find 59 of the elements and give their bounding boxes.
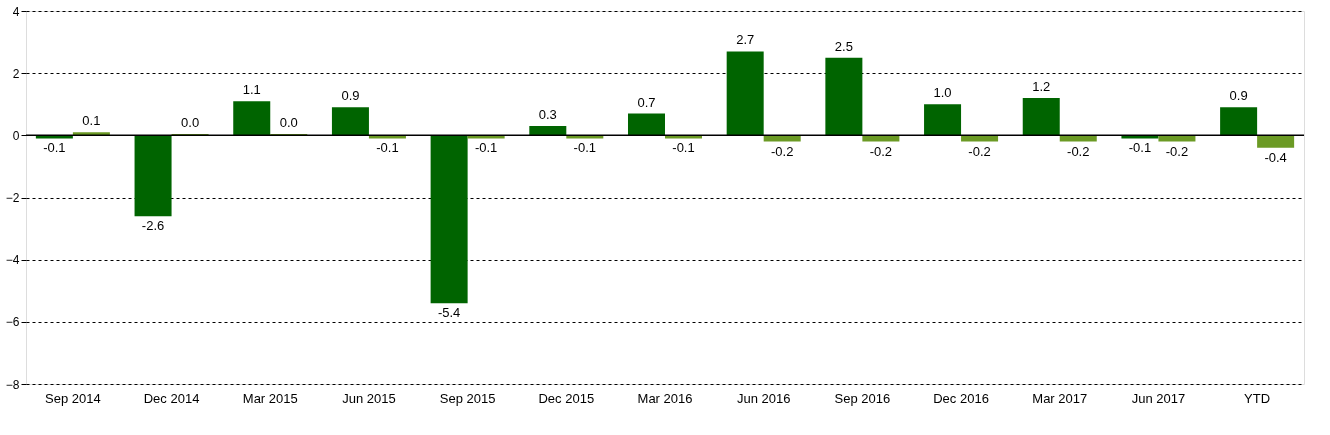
bar bbox=[331, 107, 369, 136]
x-tick-label: Dec 2015 bbox=[538, 390, 595, 406]
bar bbox=[627, 113, 665, 136]
bar bbox=[430, 135, 468, 304]
data-label: -0.1 bbox=[474, 140, 498, 156]
data-label: -0.1 bbox=[672, 140, 695, 156]
y-tick-label: −4 bbox=[5, 253, 20, 268]
x-tick-label: Sep 2015 bbox=[439, 390, 496, 406]
data-label: -0.2 bbox=[770, 143, 794, 159]
y-tick-label: −2 bbox=[5, 191, 20, 205]
x-tick-label: Mar 2015 bbox=[242, 390, 298, 406]
data-label: -0.2 bbox=[1067, 143, 1090, 159]
bar bbox=[72, 132, 110, 136]
bar bbox=[1220, 107, 1258, 136]
x-tick-label: Jun 2017 bbox=[1131, 390, 1186, 406]
data-label: 0.9 bbox=[341, 88, 360, 104]
y-tick-label: 2 bbox=[12, 66, 20, 81]
x-tick-label: Mar 2016 bbox=[637, 390, 693, 406]
bar bbox=[233, 101, 271, 136]
x-tick-label: Jun 2016 bbox=[736, 390, 791, 406]
bar bbox=[134, 135, 172, 217]
data-label: 0.9 bbox=[1229, 88, 1248, 104]
data-label: -0.1 bbox=[573, 140, 597, 156]
data-label: 0.7 bbox=[637, 94, 656, 110]
data-label: 0.0 bbox=[181, 115, 200, 131]
y-tick-label: 4 bbox=[12, 4, 20, 19]
data-label: 2.5 bbox=[834, 38, 853, 54]
bar bbox=[726, 51, 764, 136]
data-label: -0.1 bbox=[43, 140, 66, 156]
x-tick-label: Sep 2014 bbox=[45, 390, 101, 406]
data-label: -2.6 bbox=[141, 218, 165, 234]
bar bbox=[924, 104, 962, 136]
data-label: -5.4 bbox=[437, 305, 461, 321]
data-label: 2.7 bbox=[736, 32, 755, 48]
x-tick-label: Mar 2017 bbox=[1032, 390, 1088, 406]
data-label: 0.3 bbox=[538, 107, 557, 123]
bar bbox=[1257, 135, 1295, 148]
bar bbox=[1022, 98, 1060, 136]
x-tick-label: YTD bbox=[1244, 390, 1271, 406]
y-tick-label: −8 bbox=[5, 377, 20, 392]
data-label: 1.1 bbox=[242, 82, 261, 98]
x-tick-label: Dec 2014 bbox=[143, 390, 200, 406]
data-label: -0.2 bbox=[1165, 143, 1189, 159]
data-label: -0.4 bbox=[1264, 149, 1287, 165]
data-label: -0.1 bbox=[1128, 140, 1152, 156]
y-tick-label: 0 bbox=[12, 128, 20, 143]
data-label: -0.2 bbox=[869, 143, 893, 159]
data-label: -0.1 bbox=[376, 140, 399, 156]
data-label: 1.0 bbox=[933, 85, 952, 101]
data-label: -0.2 bbox=[968, 143, 991, 159]
data-label: 0.0 bbox=[279, 115, 298, 131]
x-tick-label: Jun 2015 bbox=[342, 390, 396, 406]
y-tick-label: −6 bbox=[5, 315, 20, 330]
x-tick-label: Dec 2016 bbox=[933, 390, 989, 406]
x-tick-label: Sep 2016 bbox=[834, 390, 891, 406]
bar bbox=[529, 126, 567, 136]
data-label: 1.2 bbox=[1032, 79, 1051, 95]
data-label: 0.1 bbox=[82, 113, 101, 129]
bar bbox=[825, 57, 863, 136]
